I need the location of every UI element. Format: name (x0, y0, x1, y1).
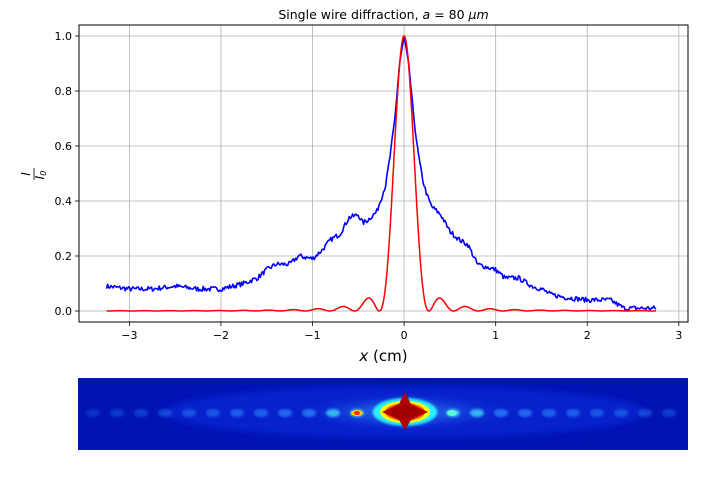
series-layer (105, 35, 657, 312)
fringe-spot (662, 409, 676, 417)
x-axis: −3 −2 −1 0 1 2 3 (121, 322, 682, 342)
fringe-spot (206, 409, 220, 417)
chart-title: Single wire diffraction, a = 80 μm (278, 7, 488, 22)
grid (79, 25, 688, 322)
diffraction-pattern-image (78, 378, 688, 450)
fringe-spot (278, 409, 292, 417)
fringe-spot (134, 409, 148, 417)
plot-frame (78, 24, 689, 323)
fringe-spot (254, 409, 268, 417)
x-tick-label: 2 (584, 329, 591, 342)
x-tick-label: −1 (304, 329, 320, 342)
y-tick-label: 0.4 (55, 195, 73, 208)
fringe-spot (542, 409, 556, 417)
fringe-spot (326, 409, 340, 417)
svg-text:I0: I0 (33, 171, 48, 180)
y-tick-label: 1.0 (55, 30, 73, 43)
x-tick-label: −3 (121, 329, 137, 342)
fringe-spot (494, 409, 508, 417)
svg-text:I: I (19, 172, 33, 176)
x-tick-label: 1 (492, 329, 499, 342)
fringe-spot (158, 409, 172, 417)
x-tick-label: 0 (401, 329, 408, 342)
y-axis-title: I I0 (19, 168, 48, 180)
y-tick-label: 0.2 (55, 250, 73, 263)
y-tick-label: 0.6 (55, 140, 73, 153)
x-tick-label: 3 (675, 329, 682, 342)
y-tick-label: 0.0 (55, 305, 73, 318)
x-axis-title: x (cm) (358, 347, 407, 365)
series-theory-line (106, 35, 657, 312)
fringe-spot (590, 409, 604, 417)
fringe-spot (638, 409, 652, 417)
fringe-spot (110, 409, 124, 417)
fringe-spot (614, 409, 628, 417)
fringe-spot (470, 409, 484, 417)
fringe-spot (230, 409, 244, 417)
fringe-spot (518, 409, 532, 417)
fringe-spot (566, 409, 580, 417)
fringe-spot (86, 409, 100, 417)
fringe-spot (182, 409, 196, 417)
x-tick-label: −2 (213, 329, 229, 342)
series-measured-line (105, 36, 657, 312)
fringe-spot (302, 409, 316, 417)
y-tick-label: 0.8 (55, 85, 73, 98)
y-axis: 0.0 0.2 0.4 0.6 0.8 1.0 (55, 30, 79, 318)
